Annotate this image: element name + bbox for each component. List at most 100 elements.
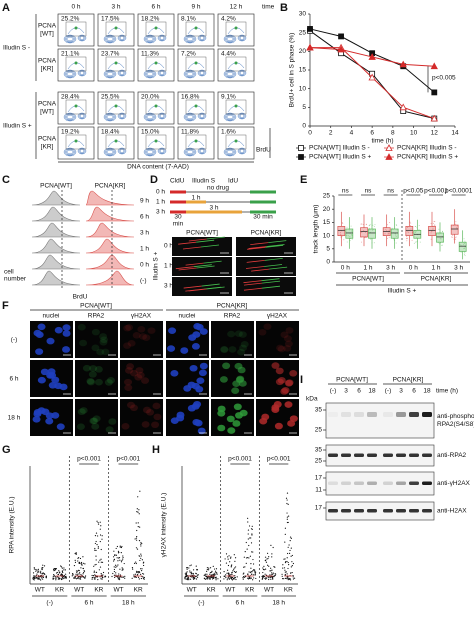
nucleus — [238, 331, 247, 338]
nucleus — [40, 368, 49, 376]
x-tick-label: 0 h — [341, 265, 350, 272]
cell-dot — [247, 517, 249, 519]
flow-contour — [145, 149, 155, 155]
flow-contour — [118, 70, 126, 76]
cell-dot — [32, 572, 35, 574]
cell-dot — [261, 578, 263, 580]
cell-dot — [187, 576, 189, 578]
cell-dot — [95, 559, 97, 561]
nucleus — [234, 362, 243, 370]
flow-contour — [118, 35, 126, 41]
legend-label: PCNA[KR] Illudin S + — [397, 154, 458, 161]
jitter — [460, 244, 462, 246]
nucleus — [180, 347, 189, 354]
y-tick-label: 10 — [323, 232, 331, 239]
flow-contour — [146, 36, 154, 42]
fiber — [264, 257, 283, 261]
cell-dot — [286, 512, 288, 514]
blot-label: RPA2(S4/S8) — [437, 421, 474, 428]
cell-dot — [141, 542, 143, 545]
cell-dot — [113, 550, 115, 552]
group-label: PCNA[KR] — [217, 303, 248, 310]
cell-dot — [185, 572, 188, 574]
cell-dot — [71, 575, 73, 577]
flow-contour — [198, 148, 206, 154]
cell-dot — [262, 568, 265, 571]
group-label: (-) — [46, 600, 53, 607]
cell-dot — [79, 572, 81, 574]
cell-dot — [78, 578, 80, 580]
band — [341, 509, 351, 513]
cell-dot — [121, 545, 123, 548]
cell-dot — [37, 568, 39, 571]
cell-dot — [77, 573, 79, 575]
x-tick-label: KR — [134, 587, 143, 594]
flow-contour — [118, 148, 126, 154]
group-label: PCNA[WT] — [40, 183, 72, 190]
flow-contour — [103, 34, 117, 44]
flow-plot — [217, 48, 255, 82]
flow-contour — [119, 35, 125, 41]
cell-dot — [242, 576, 245, 578]
cell-dot — [137, 570, 139, 573]
flow-gate — [234, 104, 238, 108]
cell-dot — [204, 578, 207, 580]
box — [405, 226, 414, 236]
cell-dot — [252, 569, 254, 572]
nucleus — [136, 371, 145, 379]
cell-dot — [61, 567, 63, 569]
cell-dot — [58, 578, 61, 580]
cell-dot — [252, 563, 255, 565]
percentage: 11.8% — [181, 129, 199, 136]
cell-dot — [223, 575, 226, 577]
histogram — [31, 206, 81, 222]
cell-dot — [96, 576, 98, 578]
cell-dot — [74, 559, 76, 561]
cell-dot — [82, 576, 85, 578]
gate-box — [145, 134, 167, 150]
cell-dot — [92, 576, 94, 578]
flow-contour — [103, 69, 117, 79]
x-tick-label: WT — [113, 587, 123, 594]
lane-label: 6 — [412, 388, 416, 395]
cell-dot — [234, 567, 236, 569]
histogram — [85, 190, 135, 206]
cell-dot — [251, 525, 253, 527]
cell-dot — [286, 560, 288, 563]
flow-gate — [114, 139, 118, 143]
x-axis-label: time (h) — [371, 138, 393, 145]
flow-contour — [158, 148, 166, 154]
cell-dot — [184, 575, 186, 578]
jitter — [462, 243, 464, 245]
nucleus — [219, 376, 228, 383]
flow-contour — [105, 71, 115, 77]
cell-dot — [209, 578, 211, 580]
flow-contour — [105, 36, 115, 42]
cell-dot — [235, 571, 237, 573]
jitter — [395, 235, 397, 237]
cell-dot — [206, 570, 208, 572]
cell-dot — [92, 574, 95, 577]
cell-dot — [195, 573, 197, 575]
cell-dot — [189, 565, 191, 567]
nucleus — [217, 424, 226, 432]
nucleus — [35, 331, 44, 339]
cell-dot — [91, 574, 93, 577]
marker-label: 25 — [315, 458, 323, 465]
band — [341, 453, 351, 457]
band — [383, 509, 393, 513]
flow-contour — [104, 113, 116, 121]
band — [328, 481, 338, 485]
jitter — [406, 237, 408, 239]
jitter — [374, 224, 376, 226]
cell-dot — [139, 559, 141, 562]
flow-contour — [238, 113, 246, 119]
flow-contour — [198, 113, 206, 119]
cell-dot — [83, 572, 85, 574]
jitter — [418, 228, 420, 230]
blot — [325, 471, 435, 496]
fiber — [206, 286, 225, 290]
cell-dot — [113, 559, 115, 561]
cell-dot — [288, 552, 291, 554]
flow-contour — [223, 147, 237, 157]
